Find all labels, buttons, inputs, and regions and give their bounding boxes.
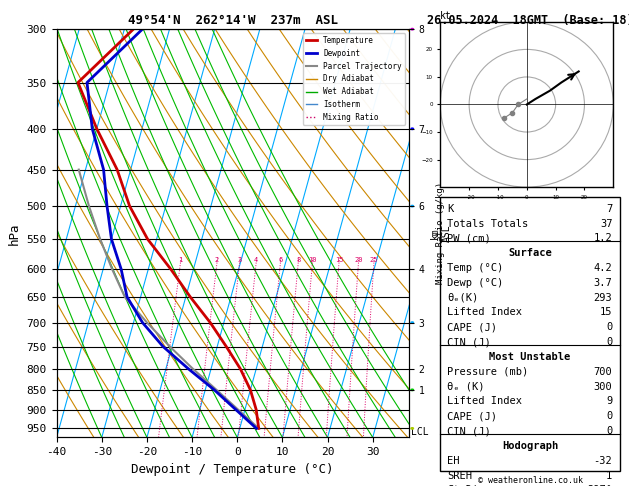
Text: 8: 8 bbox=[296, 258, 300, 263]
Text: Lifted Index: Lifted Index bbox=[447, 308, 523, 317]
Text: Hodograph: Hodograph bbox=[502, 441, 558, 451]
Text: 0: 0 bbox=[606, 322, 613, 332]
Text: Totals Totals: Totals Totals bbox=[447, 219, 529, 228]
Text: Mixing Ratio (g/kg): Mixing Ratio (g/kg) bbox=[436, 182, 445, 284]
Text: PW (cm): PW (cm) bbox=[447, 233, 491, 243]
Text: 700: 700 bbox=[594, 367, 613, 377]
Text: CIN (J): CIN (J) bbox=[447, 426, 491, 436]
Text: CAPE (J): CAPE (J) bbox=[447, 322, 498, 332]
Text: 0: 0 bbox=[606, 337, 613, 347]
Text: SREH: SREH bbox=[447, 470, 472, 481]
Text: Dewp (°C): Dewp (°C) bbox=[447, 278, 504, 288]
Text: 1: 1 bbox=[178, 258, 182, 263]
Text: 3: 3 bbox=[237, 258, 242, 263]
Text: CIN (J): CIN (J) bbox=[447, 337, 491, 347]
Text: 1: 1 bbox=[606, 470, 613, 481]
Text: θₑ (K): θₑ (K) bbox=[447, 382, 485, 392]
Title: 49°54'N  262°14'W  237m  ASL: 49°54'N 262°14'W 237m ASL bbox=[128, 14, 338, 27]
Text: Temp (°C): Temp (°C) bbox=[447, 263, 504, 273]
Text: 15: 15 bbox=[600, 308, 613, 317]
Text: 0: 0 bbox=[606, 426, 613, 436]
Text: 26.05.2024  18GMT  (Base: 18): 26.05.2024 18GMT (Base: 18) bbox=[427, 14, 629, 27]
Text: Lifted Index: Lifted Index bbox=[447, 397, 523, 406]
Text: Pressure (mb): Pressure (mb) bbox=[447, 367, 529, 377]
Text: CAPE (J): CAPE (J) bbox=[447, 411, 498, 421]
Text: 9: 9 bbox=[606, 397, 613, 406]
Legend: Temperature, Dewpoint, Parcel Trajectory, Dry Adiabat, Wet Adiabat, Isotherm, Mi: Temperature, Dewpoint, Parcel Trajectory… bbox=[303, 33, 405, 125]
Text: 25: 25 bbox=[370, 258, 378, 263]
Text: 10: 10 bbox=[308, 258, 316, 263]
Text: 300: 300 bbox=[594, 382, 613, 392]
Text: 4: 4 bbox=[254, 258, 259, 263]
Text: LCL: LCL bbox=[411, 427, 428, 436]
Text: 4.2: 4.2 bbox=[594, 263, 613, 273]
Y-axis label: hPa: hPa bbox=[8, 222, 21, 244]
Text: © weatheronline.co.uk: © weatheronline.co.uk bbox=[478, 476, 582, 485]
Text: Surface: Surface bbox=[508, 248, 552, 258]
X-axis label: Dewpoint / Temperature (°C): Dewpoint / Temperature (°C) bbox=[131, 463, 334, 476]
Text: kt: kt bbox=[440, 11, 452, 21]
Text: 37: 37 bbox=[600, 219, 613, 228]
Text: 6: 6 bbox=[278, 258, 282, 263]
Text: 2: 2 bbox=[214, 258, 219, 263]
Text: EH: EH bbox=[447, 456, 460, 466]
Text: K: K bbox=[447, 204, 454, 214]
Text: 20: 20 bbox=[354, 258, 363, 263]
Y-axis label: km
ASL: km ASL bbox=[430, 225, 452, 242]
Text: Most Unstable: Most Unstable bbox=[489, 352, 571, 362]
Text: 0: 0 bbox=[606, 411, 613, 421]
Text: 1.2: 1.2 bbox=[594, 233, 613, 243]
Text: 7: 7 bbox=[606, 204, 613, 214]
Text: -32: -32 bbox=[594, 456, 613, 466]
Text: 15: 15 bbox=[335, 258, 343, 263]
Text: 293: 293 bbox=[594, 293, 613, 303]
Text: θₑ(K): θₑ(K) bbox=[447, 293, 479, 303]
Text: 3.7: 3.7 bbox=[594, 278, 613, 288]
